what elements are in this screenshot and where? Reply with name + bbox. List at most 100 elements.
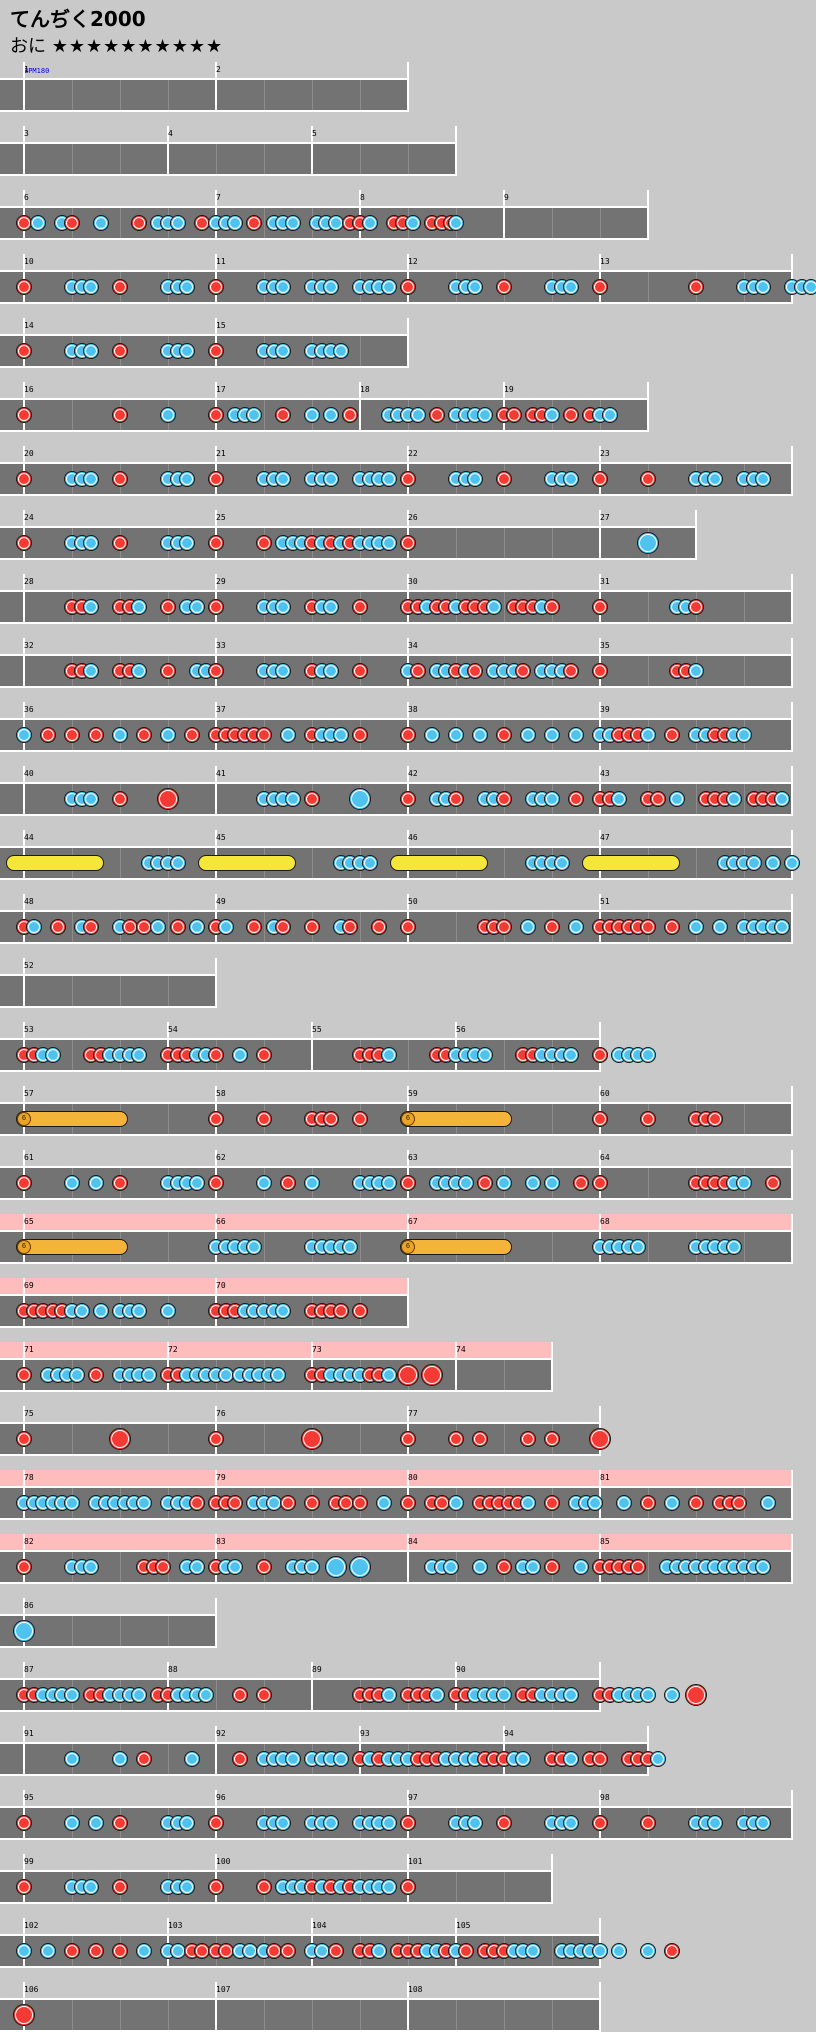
don-note [136, 1751, 152, 1767]
ka-note [707, 471, 724, 487]
measure-number: 64 [600, 1153, 610, 1162]
don-note [112, 1879, 128, 1895]
don-note [275, 407, 292, 423]
don-note [400, 791, 416, 807]
ka-note [131, 663, 148, 679]
don-note [592, 663, 608, 679]
difficulty-stars: ★★★★★★★★★★ [51, 36, 224, 57]
don-note [496, 1559, 512, 1575]
course-name: おに [10, 36, 46, 57]
ka-note [270, 1367, 287, 1383]
beat-line [552, 528, 553, 558]
measure-number: 81 [600, 1473, 610, 1482]
measure-number: 96 [216, 1793, 226, 1802]
beat-line [120, 2000, 121, 2030]
beat-line [72, 2000, 73, 2030]
ka-note [448, 215, 464, 231]
ka-note [256, 1175, 272, 1191]
don-note [256, 535, 272, 551]
don-note [112, 407, 128, 423]
ka-note [472, 1559, 488, 1575]
don-note [664, 1943, 680, 1959]
ka-note [150, 919, 167, 935]
beat-line [504, 1360, 505, 1390]
measure-line [791, 1150, 793, 1200]
ka-note [332, 1751, 349, 1767]
big-ka-note [349, 1556, 371, 1578]
ka-note [88, 1815, 104, 1831]
ka-note [217, 1367, 234, 1383]
don-note [352, 1495, 368, 1511]
beat-line [264, 208, 265, 238]
ka-note [568, 727, 584, 743]
measure-line [311, 1022, 313, 1072]
ka-note [649, 1751, 666, 1767]
ka-note [140, 1367, 157, 1383]
measure-number: 43 [600, 769, 610, 778]
ka-note [736, 727, 752, 743]
balloon-icon: 6 [401, 1112, 415, 1126]
measure-number: 28 [24, 577, 34, 586]
don-note [16, 1431, 32, 1447]
measure-line [23, 638, 25, 688]
note-lane [0, 78, 408, 112]
measure-number: 41 [216, 769, 226, 778]
measure-number: 9 [504, 193, 509, 202]
ka-note [760, 1495, 776, 1511]
gogo-highlight [0, 1278, 408, 1294]
ka-note [83, 343, 100, 359]
don-note [496, 471, 512, 487]
ka-note [40, 1943, 56, 1959]
ka-note [232, 1047, 248, 1063]
gogo-highlight [0, 1534, 792, 1550]
don-note [16, 471, 32, 487]
don-note [764, 1175, 781, 1191]
measure-line [23, 958, 25, 1008]
beat-line [552, 2000, 553, 2030]
ka-note [304, 407, 320, 423]
ka-note [380, 535, 397, 551]
don-note [520, 1431, 536, 1447]
note-lane [0, 1102, 792, 1136]
ka-note [131, 1303, 148, 1319]
don-note [640, 471, 656, 487]
don-note [400, 535, 416, 551]
beat-line [552, 208, 553, 238]
beat-line [744, 1232, 745, 1262]
don-note [64, 215, 80, 231]
don-note [246, 215, 263, 231]
measure-number: 7 [216, 193, 221, 202]
don-note [592, 279, 608, 295]
measure-number: 86 [24, 1601, 34, 1610]
ka-note [332, 343, 349, 359]
don-note [592, 1111, 608, 1127]
big-don-note [589, 1428, 611, 1450]
ka-note [184, 1751, 200, 1767]
beat-line [120, 976, 121, 1006]
measure-line [551, 1342, 553, 1392]
don-note [208, 535, 224, 551]
don-note [592, 1047, 608, 1063]
beat-line [696, 848, 697, 878]
beat-line [168, 1744, 169, 1774]
ka-note [380, 471, 397, 487]
measure-number: 65 [24, 1217, 34, 1226]
measure-number: 61 [24, 1153, 34, 1162]
bpm-label: BPM180 [24, 67, 50, 75]
ka-note [136, 1943, 152, 1959]
measure-number: 93 [360, 1729, 370, 1738]
don-note [664, 919, 680, 935]
measure-number: 40 [24, 769, 34, 778]
don-note [457, 1943, 474, 1959]
ka-note [284, 1751, 301, 1767]
beat-line [552, 1104, 553, 1134]
measure-number: 55 [312, 1025, 322, 1034]
don-note [640, 919, 656, 935]
measure-number: 84 [408, 1537, 418, 1546]
don-note [592, 471, 608, 487]
beat-line [648, 1168, 649, 1198]
chart-header: てんぢく2000 おに ★★★★★★★★★★ [10, 6, 223, 60]
measure-number: 57 [24, 1089, 34, 1098]
measure-number: 29 [216, 577, 226, 586]
beat-line [72, 1616, 73, 1646]
